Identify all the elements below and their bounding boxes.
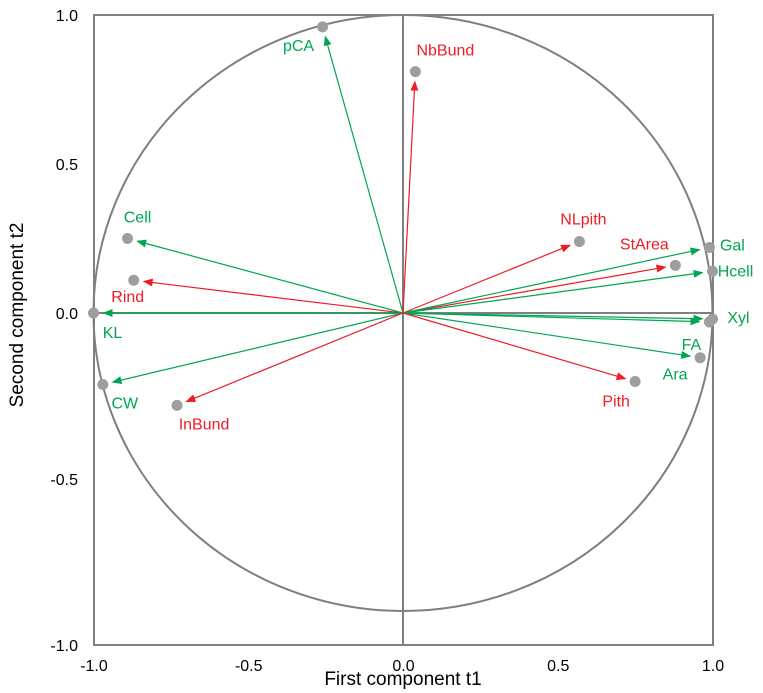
label-hcell: Hcell [718, 263, 754, 280]
label-cell: Cell [124, 210, 152, 227]
variable-labels: pCA NbBund Cell Rind KL CW InBund NLpith StArea G… [103, 38, 754, 433]
arrow-cell [136, 239, 404, 314]
point-ara [694, 352, 706, 364]
x-tick-label: 0.0 [392, 658, 414, 675]
label-xyl: Xyl [727, 310, 749, 327]
y-tick-label: 0.0 [56, 306, 78, 323]
arrow-nbbund [402, 80, 419, 314]
x-tick-label: 1.0 [702, 658, 724, 675]
label-starea: StArea [620, 236, 669, 253]
point-kl [88, 307, 99, 319]
arrow-ara [402, 312, 692, 359]
arrow-nlpith [402, 244, 572, 314]
label-nbbund: NbBund [416, 43, 474, 60]
y-tick-label: 1.0 [56, 8, 78, 25]
x-axis-ticks: -1.0 -0.5 0.0 0.5 1.0 [80, 658, 724, 675]
arrow-fa [402, 312, 701, 326]
label-ara: Ara [663, 367, 688, 384]
arrow-rind [142, 278, 404, 314]
x-axis-title: First component t1 [324, 669, 481, 690]
point-hcell [707, 265, 718, 277]
loading-arrows [102, 35, 704, 403]
arrow-starea [402, 264, 667, 314]
y-axis-title: Second component t2 [7, 223, 28, 408]
point-cell [122, 233, 134, 244]
point-cw [97, 379, 109, 391]
point-nbbund [409, 66, 421, 78]
point-inbund [171, 399, 183, 411]
label-cw: CW [111, 396, 139, 413]
arrow-cw [111, 312, 404, 385]
label-nlpith: NLpith [560, 211, 606, 228]
point-nlpith [573, 235, 585, 247]
arrow-inbund [185, 312, 404, 403]
loading-points [88, 21, 718, 411]
x-tick-label: -1.0 [80, 658, 108, 675]
point-rind [128, 274, 140, 286]
arrow-gal [402, 247, 701, 314]
x-tick-label: 0.5 [547, 658, 569, 675]
arrow-hcell [402, 269, 704, 314]
point-fa [703, 316, 715, 328]
point-pca [317, 21, 329, 33]
label-kl: KL [103, 325, 123, 342]
point-gal [703, 241, 715, 253]
y-axis-ticks: 1.0 0.5 0.0 -0.5 -1.0 [50, 8, 78, 655]
y-tick-label: -1.0 [50, 638, 78, 655]
arrow-pith [402, 312, 627, 380]
point-starea [669, 259, 681, 271]
label-rind: Rind [111, 289, 144, 306]
point-pith [629, 376, 641, 388]
label-pca: pCA [283, 38, 314, 55]
y-tick-label: 0.5 [56, 157, 78, 174]
label-pith: Pith [602, 394, 630, 411]
arrow-pca [323, 35, 404, 314]
label-fa: FA [682, 337, 702, 354]
label-inbund: InBund [179, 416, 230, 433]
y-tick-label: -0.5 [50, 472, 78, 489]
label-gal: Gal [720, 237, 745, 254]
x-tick-label: -0.5 [235, 658, 263, 675]
